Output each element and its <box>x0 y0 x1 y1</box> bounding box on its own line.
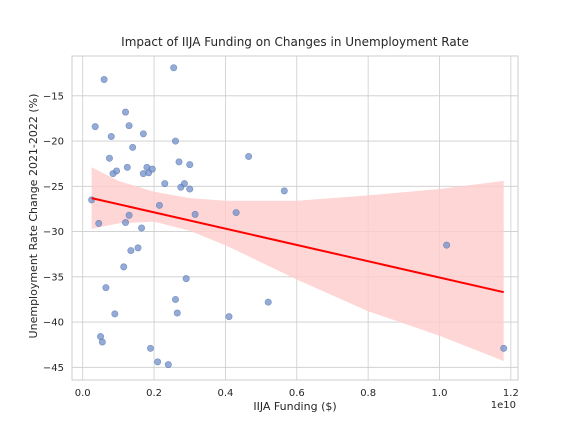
y-axis-label: Unemployment Rate Change 2021-2022 (%) <box>27 94 40 339</box>
data-point <box>186 161 194 169</box>
data-point <box>148 165 156 173</box>
data-point <box>171 137 179 145</box>
data-point <box>125 122 133 130</box>
y-tick-label: −25 <box>43 182 64 193</box>
data-point <box>111 310 119 318</box>
data-point <box>120 263 128 271</box>
data-point <box>105 154 113 162</box>
data-point <box>155 201 163 209</box>
data-point <box>443 241 451 249</box>
y-tick-label: −35 <box>43 272 64 283</box>
points-layer <box>88 64 508 369</box>
data-point <box>122 108 130 116</box>
data-point <box>232 209 240 217</box>
data-point <box>161 180 169 188</box>
data-point <box>134 244 142 252</box>
x-axis-label: IIJA Funding ($) <box>253 400 336 413</box>
x-tick-label: 0.2 <box>146 388 162 399</box>
data-point <box>100 76 108 84</box>
data-point <box>113 167 121 175</box>
data-point <box>225 313 233 321</box>
data-point <box>91 123 99 131</box>
data-point <box>102 284 110 292</box>
y-tick-label: −15 <box>43 91 64 102</box>
y-tick-label: −30 <box>43 227 64 238</box>
y-tick-label: −40 <box>43 318 64 329</box>
data-point <box>107 133 115 141</box>
x-tick-label: 0.4 <box>217 388 233 399</box>
data-point <box>127 247 135 255</box>
x-tick-label: 1.2 <box>503 388 519 399</box>
x-tick-label: 0.6 <box>289 388 305 399</box>
data-point <box>146 344 154 352</box>
data-point <box>125 211 133 219</box>
data-point <box>280 187 288 195</box>
data-point <box>245 152 253 160</box>
data-point <box>139 130 147 138</box>
x-tick-label: 0.8 <box>360 388 376 399</box>
data-point <box>264 298 272 306</box>
regression-line <box>91 197 504 294</box>
regression-line-layer <box>91 197 504 294</box>
data-point <box>173 309 181 317</box>
data-point <box>129 143 137 151</box>
data-point <box>182 275 190 283</box>
data-point <box>95 219 103 227</box>
data-point <box>191 210 199 218</box>
data-point <box>123 163 131 171</box>
data-point <box>186 185 194 193</box>
x-tick-label: 1.0 <box>432 388 448 399</box>
y-tick-label: −20 <box>43 137 64 148</box>
data-point <box>138 224 146 232</box>
data-point <box>122 219 130 227</box>
data-point <box>170 64 178 72</box>
data-point <box>180 180 188 188</box>
data-point <box>500 344 508 352</box>
x-tick-label: 0.0 <box>75 388 91 399</box>
data-point <box>171 295 179 303</box>
data-point <box>164 361 172 369</box>
axes-frame <box>71 55 519 381</box>
chart-title: Impact of IIJA Funding on Changes in Une… <box>121 35 469 49</box>
data-point <box>175 158 183 166</box>
data-point <box>98 338 106 346</box>
plot-frame <box>71 55 519 381</box>
x-axis-offset-label: 1e10 <box>491 400 516 411</box>
y-tick-label: −45 <box>43 363 64 374</box>
tick-labels: 0.0 0.2 0.4 0.6 0.8 1.0 1.2 −45 −40 −35 −30 −25 −20 −… <box>43 91 519 399</box>
data-point <box>154 358 162 366</box>
